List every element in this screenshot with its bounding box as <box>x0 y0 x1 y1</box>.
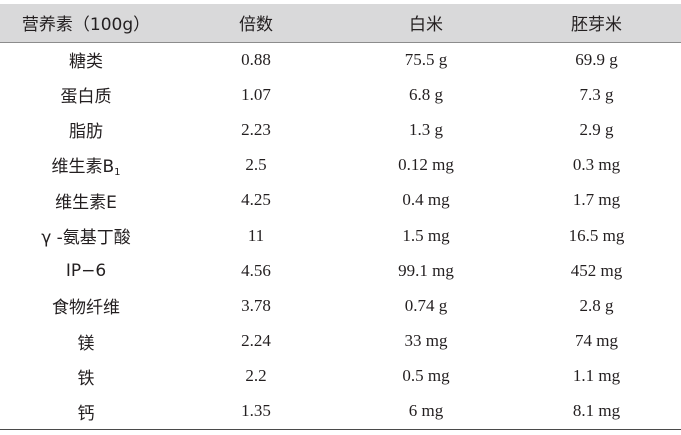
table-row: 镁 2.24 33 mg 74 mg <box>0 324 681 359</box>
nutrient-subscript: 1 <box>114 167 121 179</box>
nutrient-cell: 铁 <box>0 359 172 394</box>
ratio-cell: 0.88 <box>241 49 271 69</box>
header-nutrient: 营养素（100g） <box>0 4 172 43</box>
germ-rice-cell: 74 mg <box>575 331 618 351</box>
nutrient-name: 维生素B <box>51 157 115 178</box>
nutrition-comparison-table: 营养素（100g） 倍数 白米 胚芽米 糖类 0.88 75.5 g 69.9 … <box>0 4 681 430</box>
germ-rice-cell: 16.5 mg <box>568 225 625 245</box>
ratio-cell: 3.78 <box>241 295 271 315</box>
nutrient-name: IP−6 <box>65 260 107 281</box>
nutrient-cell: 钙 <box>0 393 172 430</box>
germ-rice-cell: 1.1 mg <box>572 366 621 386</box>
germ-rice-cell: 7.3 g <box>579 84 614 104</box>
nutrient-cell: γ -氨基丁酸 <box>0 218 172 253</box>
ratio-cell: 1.07 <box>241 84 271 104</box>
table-body: 糖类 0.88 75.5 g 69.9 g 蛋白质 1.07 6.8 g 7.3… <box>0 42 681 430</box>
white-rice-cell: 6.8 g <box>409 84 443 104</box>
table-row: IP−6 4.56 99.1 mg 452 mg <box>0 253 681 288</box>
nutrient-cell: 脂肪 <box>0 112 172 147</box>
white-rice-cell: 0.4 mg <box>402 190 450 210</box>
germ-rice-cell: 2.8 g <box>579 295 614 315</box>
white-rice-cell: 0.5 mg <box>402 366 450 386</box>
nutrient-name: 钙 <box>77 403 95 424</box>
nutrient-name: 食物纤维 <box>52 298 120 319</box>
germ-rice-cell: 0.3 mg <box>572 155 621 175</box>
table-row: 钙 1.35 6 mg 8.1 mg <box>0 393 681 430</box>
ratio-cell: 4.25 <box>241 190 271 210</box>
header-germ-rice: 胚芽米 <box>512 4 681 43</box>
white-rice-cell: 0.12 mg <box>398 155 454 175</box>
table-row: 糖类 0.88 75.5 g 69.9 g <box>0 42 681 77</box>
table-row: γ -氨基丁酸 11 1.5 mg 16.5 mg <box>0 218 681 253</box>
table-row: 维生素B1 2.5 0.12 mg 0.3 mg <box>0 148 681 183</box>
header-ratio: 倍数 <box>172 4 340 43</box>
nutrient-cell: 维生素B1 <box>0 148 172 183</box>
white-rice-cell: 1.3 g <box>409 119 443 139</box>
nutrient-name: 蛋白质 <box>60 87 112 108</box>
nutrient-name: 铁 <box>77 368 95 389</box>
germ-rice-cell: 452 mg <box>570 260 623 280</box>
nutrient-name: 糖类 <box>69 52 103 73</box>
white-rice-cell: 0.74 g <box>404 295 448 315</box>
ratio-cell: 2.2 <box>245 366 267 386</box>
germ-rice-cell: 69.9 g <box>575 49 618 69</box>
nutrient-name: 脂肪 <box>69 122 103 143</box>
table-row: 维生素E 4.25 0.4 mg 1.7 mg <box>0 183 681 218</box>
ratio-cell: 11 <box>247 225 265 245</box>
table-row: 脂肪 2.23 1.3 g 2.9 g <box>0 112 681 147</box>
white-rice-cell: 75.5 g <box>404 49 448 69</box>
white-rice-cell: 6 mg <box>340 393 512 430</box>
ratio-cell: 2.24 <box>241 331 271 351</box>
nutrient-cell: 蛋白质 <box>0 77 172 112</box>
nutrient-name: 镁 <box>77 333 95 354</box>
nutrient-cell: 食物纤维 <box>0 288 172 323</box>
nutrient-name: 维生素E <box>55 192 117 213</box>
header-row: 营养素（100g） 倍数 白米 胚芽米 <box>0 4 681 43</box>
germ-rice-cell: 8.1 mg <box>512 393 681 430</box>
nutrient-name: γ -氨基丁酸 <box>41 228 131 249</box>
ratio-cell: 2.23 <box>241 119 271 139</box>
nutrient-cell: 糖类 <box>0 42 172 77</box>
header-white-rice: 白米 <box>340 4 512 43</box>
white-rice-cell: 99.1 mg <box>398 260 454 280</box>
white-rice-cell: 33 mg <box>404 331 448 351</box>
table-row: 蛋白质 1.07 6.8 g 7.3 g <box>0 77 681 112</box>
ratio-cell: 4.56 <box>241 260 271 280</box>
table-row: 食物纤维 3.78 0.74 g 2.8 g <box>0 288 681 323</box>
white-rice-cell: 1.5 mg <box>402 225 450 245</box>
nutrient-cell: IP−6 <box>0 253 172 288</box>
table-header: 营养素（100g） 倍数 白米 胚芽米 <box>0 4 681 43</box>
ratio-cell: 1.35 <box>172 393 340 430</box>
germ-rice-cell: 1.7 mg <box>572 190 621 210</box>
table-row: 铁 2.2 0.5 mg 1.1 mg <box>0 359 681 394</box>
ratio-cell: 2.5 <box>245 155 267 175</box>
nutrient-cell: 镁 <box>0 324 172 359</box>
germ-rice-cell: 2.9 g <box>579 119 614 139</box>
nutrient-cell: 维生素E <box>0 183 172 218</box>
